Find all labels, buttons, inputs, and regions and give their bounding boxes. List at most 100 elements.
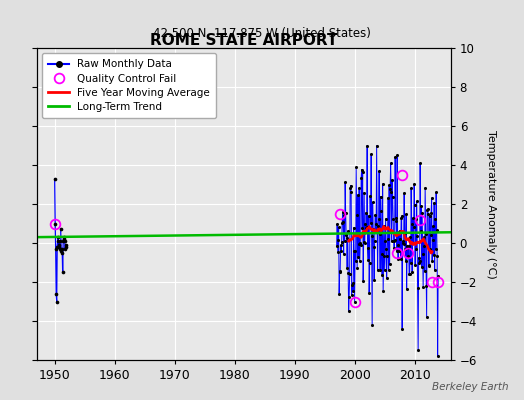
Point: [353, 212, 361, 218]
Point: [363, 224, 371, 230]
Point: [374, 266, 382, 273]
Point: [387, 160, 395, 166]
Point: [355, 185, 363, 192]
Point: [381, 238, 389, 244]
Point: [357, 166, 366, 173]
Point: [394, 241, 402, 248]
Point: [421, 184, 429, 191]
Point: [382, 246, 390, 252]
Point: [383, 252, 391, 259]
Point: [396, 228, 404, 234]
Point: [391, 154, 399, 160]
Point: [386, 261, 394, 267]
Point: [375, 168, 384, 174]
Point: [384, 194, 392, 201]
Point: [402, 211, 410, 218]
Point: [392, 217, 400, 224]
Point: [349, 288, 357, 294]
Point: [365, 290, 373, 296]
Point: [381, 216, 390, 222]
Point: [346, 182, 355, 189]
Point: [389, 216, 397, 222]
Point: [416, 160, 424, 166]
Point: [371, 212, 379, 219]
Text: 42.500 N, 117.875 W (United States): 42.500 N, 117.875 W (United States): [153, 28, 371, 40]
Point: [405, 242, 413, 249]
Point: [369, 244, 378, 250]
Point: [377, 251, 386, 257]
Point: [390, 236, 399, 243]
Point: [61, 242, 70, 248]
Point: [344, 270, 352, 276]
Point: [358, 225, 366, 231]
Point: [56, 246, 64, 252]
Point: [411, 215, 420, 222]
Point: [409, 240, 417, 246]
Point: [369, 226, 377, 232]
Point: [423, 207, 431, 213]
Point: [404, 245, 412, 252]
Point: [409, 224, 418, 231]
Point: [358, 169, 367, 176]
Point: [352, 164, 361, 170]
Point: [417, 228, 425, 234]
Point: [334, 249, 342, 255]
Point: [359, 277, 367, 284]
Point: [419, 243, 428, 249]
Point: [406, 234, 414, 240]
Point: [367, 151, 375, 158]
Point: [430, 252, 438, 258]
Point: [60, 236, 68, 242]
Point: [54, 242, 63, 248]
Point: [51, 220, 59, 227]
Point: [50, 176, 59, 182]
Point: [419, 250, 427, 257]
Point: [61, 246, 69, 252]
Point: [421, 230, 430, 237]
Point: [426, 246, 434, 252]
Point: [394, 256, 402, 262]
Point: [376, 193, 385, 200]
Point: [408, 215, 417, 221]
Point: [410, 181, 418, 187]
Point: [52, 298, 61, 305]
Title: ROME STATE AIRPORT: ROME STATE AIRPORT: [150, 33, 337, 48]
Point: [362, 210, 370, 216]
Point: [352, 258, 360, 265]
Point: [351, 248, 359, 255]
Point: [354, 192, 362, 198]
Point: [395, 229, 403, 236]
Point: [418, 210, 427, 217]
Point: [373, 142, 381, 149]
Point: [57, 248, 66, 254]
Point: [372, 221, 380, 227]
Point: [372, 229, 380, 236]
Point: [355, 258, 364, 264]
Point: [422, 313, 431, 320]
Point: [377, 208, 385, 214]
Point: [414, 254, 423, 261]
Point: [348, 282, 356, 288]
Point: [337, 248, 345, 254]
Point: [351, 298, 359, 305]
Point: [418, 264, 426, 270]
Point: [360, 189, 368, 196]
Point: [361, 240, 369, 246]
Point: [414, 347, 422, 353]
Point: [387, 189, 395, 195]
Point: [370, 238, 379, 245]
Point: [432, 189, 440, 196]
Point: [389, 238, 398, 244]
Point: [397, 215, 406, 221]
Point: [395, 248, 403, 254]
Point: [364, 245, 372, 251]
Point: [332, 242, 341, 249]
Point: [347, 292, 356, 298]
Point: [427, 232, 435, 238]
Point: [59, 238, 68, 244]
Point: [363, 142, 372, 149]
Point: [362, 225, 370, 231]
Point: [385, 182, 394, 188]
Point: [403, 242, 411, 249]
Point: [350, 248, 358, 255]
